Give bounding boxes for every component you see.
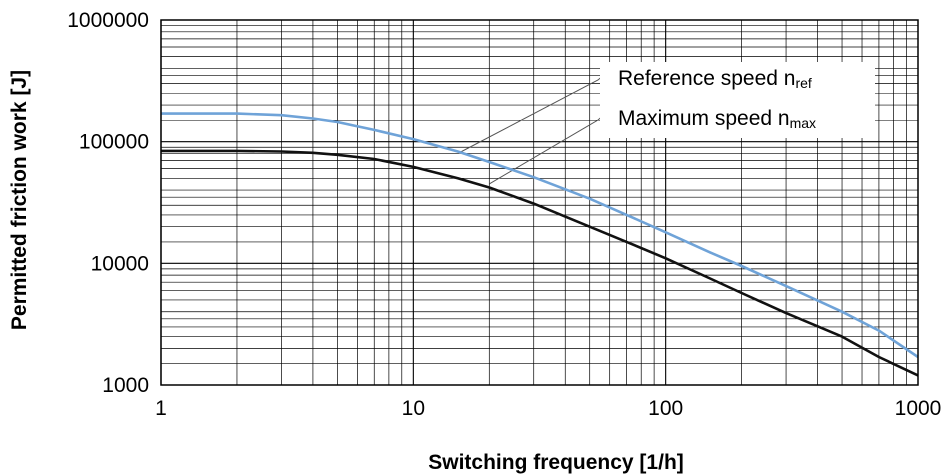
y-axis-title: Permitted friction work [J] (8, 70, 31, 330)
x-tick-label: 10 (402, 397, 425, 420)
legend-entry-maximum-speed: Maximum speed nmax (618, 107, 816, 131)
series-lines (161, 112, 919, 377)
legend: Reference speed nref Maximum speed nmax (600, 62, 875, 138)
x-tick-label: 1 (155, 397, 167, 420)
x-tick-label: 100 (648, 397, 683, 420)
legend-label-background (600, 62, 875, 100)
series-line-maximum-speed (161, 149, 919, 377)
legend-entry-name: Maximum speed n (618, 107, 790, 130)
legend-label-background (600, 100, 875, 138)
y-tick-label: 100000 (79, 131, 149, 154)
y-tick-label: 1000000 (67, 9, 149, 32)
series-line-reference-speed (161, 112, 919, 359)
x-axis-title: Switching frequency [1/h] (428, 451, 684, 474)
y-tick-label: 10000 (91, 252, 149, 275)
legend-entry-name: Reference speed n (618, 67, 795, 90)
legend-entry-subscript: ref (795, 75, 811, 91)
x-tick-label: 1000 (895, 397, 942, 420)
y-tick-label: 1000 (102, 374, 149, 397)
legend-entry-subscript: max (790, 115, 816, 131)
legend-entry-reference-speed: Reference speed nref (618, 67, 812, 91)
plot-frame (160, 19, 919, 386)
tick-labels: 1 10 100 1000 1000 10000 100000 1000000 (67, 9, 941, 420)
